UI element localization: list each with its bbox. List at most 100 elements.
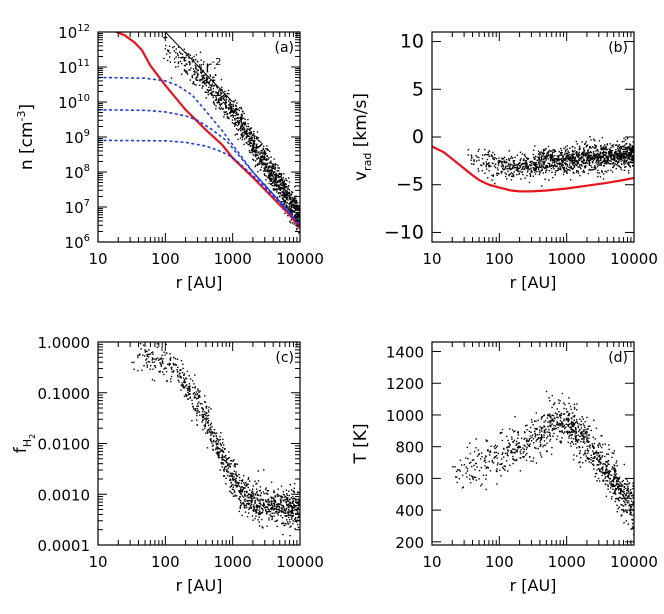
- data-point: [618, 160, 620, 162]
- data-point: [280, 485, 283, 487]
- data-point: [217, 456, 220, 458]
- data-point: [276, 494, 279, 496]
- data-point: [197, 411, 199, 413]
- data-point: [209, 431, 211, 433]
- data-point: [566, 419, 568, 421]
- data-point: [234, 134, 236, 136]
- data-point: [210, 87, 212, 89]
- data-point: [534, 165, 536, 167]
- data-point: [554, 149, 556, 152]
- data-point: [597, 464, 600, 466]
- data-point: [209, 84, 212, 86]
- data-point: [243, 128, 245, 130]
- data-point: [212, 94, 214, 97]
- data-point: [207, 93, 209, 96]
- data-point: [216, 87, 218, 89]
- data-point: [529, 164, 531, 166]
- data-point: [497, 452, 500, 455]
- data-point: [591, 169, 594, 171]
- data-point: [548, 397, 550, 399]
- data-point: [289, 521, 291, 523]
- data-point: [276, 506, 278, 508]
- data-point: [211, 94, 213, 96]
- data-point: [233, 476, 235, 478]
- data-point: [474, 462, 477, 465]
- data-point: [198, 391, 200, 393]
- data-point: [290, 497, 292, 499]
- data-point: [235, 104, 237, 107]
- data-point: [597, 157, 599, 159]
- data-point: [259, 500, 261, 502]
- data-point: [287, 497, 289, 499]
- data-point: [201, 82, 204, 84]
- data-point: [245, 485, 247, 487]
- data-point: [553, 168, 555, 170]
- data-point: [609, 487, 612, 489]
- data-point: [578, 153, 580, 155]
- data-point: [224, 459, 226, 462]
- data-point: [605, 152, 608, 154]
- data-point: [273, 491, 276, 494]
- data-point: [220, 92, 222, 94]
- data-point: [287, 199, 289, 201]
- data-point: [294, 186, 296, 188]
- data-point: [203, 424, 205, 427]
- data-point: [575, 409, 578, 411]
- data-point: [281, 193, 284, 196]
- data-point: [225, 105, 227, 107]
- data-point: [500, 160, 502, 162]
- data-point: [534, 155, 537, 158]
- data-point: [261, 164, 263, 166]
- data-point: [204, 395, 206, 397]
- data-point: [240, 106, 242, 109]
- data-point: [604, 161, 606, 163]
- data-point: [568, 397, 570, 399]
- data-point: [270, 179, 273, 181]
- data-point: [521, 166, 524, 168]
- data-point: [201, 71, 203, 73]
- data-point: [558, 168, 560, 170]
- data-point: [502, 466, 504, 469]
- data-point: [231, 109, 233, 111]
- data-point: [532, 163, 535, 166]
- panel-3: 10 100 1000 10000140012001000800600400200(d…: [351, 341, 658, 595]
- data-point: [289, 504, 292, 506]
- data-point: [605, 146, 607, 148]
- data-point: [579, 147, 581, 150]
- data-point: [509, 167, 511, 169]
- data-point: [286, 198, 288, 201]
- data-point: [297, 503, 299, 505]
- data-point: [508, 442, 510, 444]
- data-point: [592, 157, 595, 159]
- data-point: [600, 462, 602, 464]
- data-point: [615, 153, 618, 155]
- data-point: [289, 499, 291, 501]
- panel-0: r-210 100 1000 1000010610710810910101011101…: [15, 23, 324, 292]
- data-point: [205, 405, 208, 407]
- data-point: [215, 97, 217, 99]
- data-point: [485, 161, 487, 163]
- data-point: [284, 179, 286, 181]
- data-point: [621, 163, 623, 166]
- data-point: [588, 147, 591, 149]
- data-point: [186, 72, 188, 74]
- data-point: [630, 492, 633, 495]
- y-label-subscript: H: [21, 439, 34, 447]
- data-point: [166, 49, 169, 51]
- data-point: [287, 500, 289, 502]
- data-point: [205, 418, 207, 420]
- data-point: [456, 476, 458, 478]
- data-point: [626, 152, 628, 154]
- data-point: [582, 155, 584, 157]
- data-point: [282, 201, 284, 203]
- data-point: [249, 500, 251, 502]
- data-point: [263, 150, 266, 152]
- data-point: [227, 107, 229, 109]
- data-point: [287, 207, 289, 209]
- data-point: [192, 83, 194, 85]
- data-point: [271, 506, 273, 509]
- data-point: [252, 140, 254, 142]
- data-point: [221, 86, 223, 89]
- data-point: [572, 163, 574, 165]
- data-point: [280, 497, 282, 499]
